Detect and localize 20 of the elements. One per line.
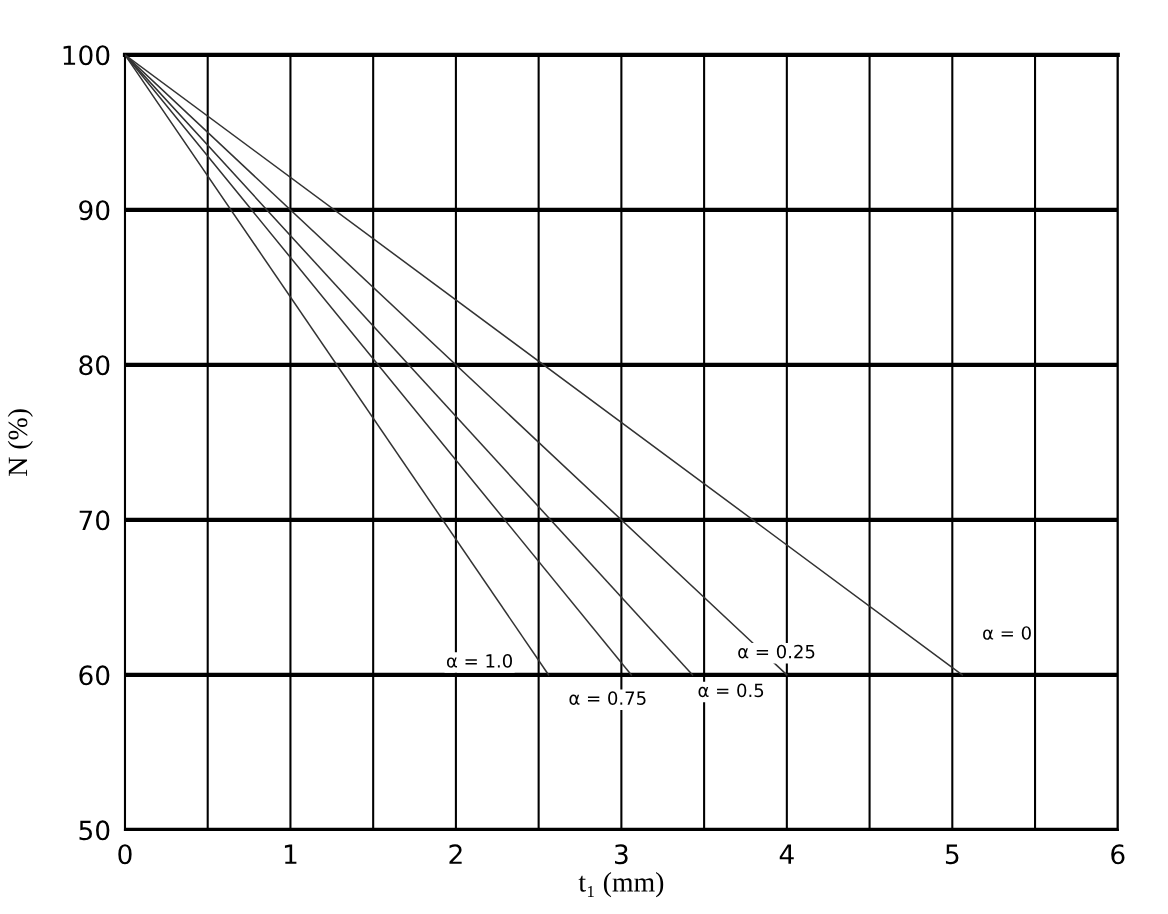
x-tick-label: 0 [118, 844, 132, 865]
y-tick-label: 50 [79, 820, 110, 841]
x-tick-label: 6 [1111, 844, 1125, 865]
x-axis-title: t₁ (mm) [578, 872, 664, 898]
y-tick-label: 100 [63, 45, 110, 66]
series-label: α = 0.5 [698, 683, 764, 698]
text: α = 0 [983, 626, 1031, 640]
series-label: α = 0.25 [738, 644, 815, 659]
x-tick-label: 5 [945, 844, 959, 865]
x-tick-label: 2 [449, 844, 462, 864]
x-tick-label: 4 [779, 844, 794, 864]
y-tick-label: 70 [79, 510, 110, 531]
y-axis-title: N (%) [7, 409, 33, 476]
x-tick-label: 3 [614, 844, 628, 865]
series-label: α = 1.0 [446, 654, 513, 668]
y-tick-label: 60 [79, 665, 110, 686]
series-label: α = 0.75 [569, 691, 646, 705]
y-tick-label: 80 [79, 355, 110, 376]
y-tick-label: 90 [79, 200, 110, 221]
x-tick-label: 1 [284, 844, 297, 864]
